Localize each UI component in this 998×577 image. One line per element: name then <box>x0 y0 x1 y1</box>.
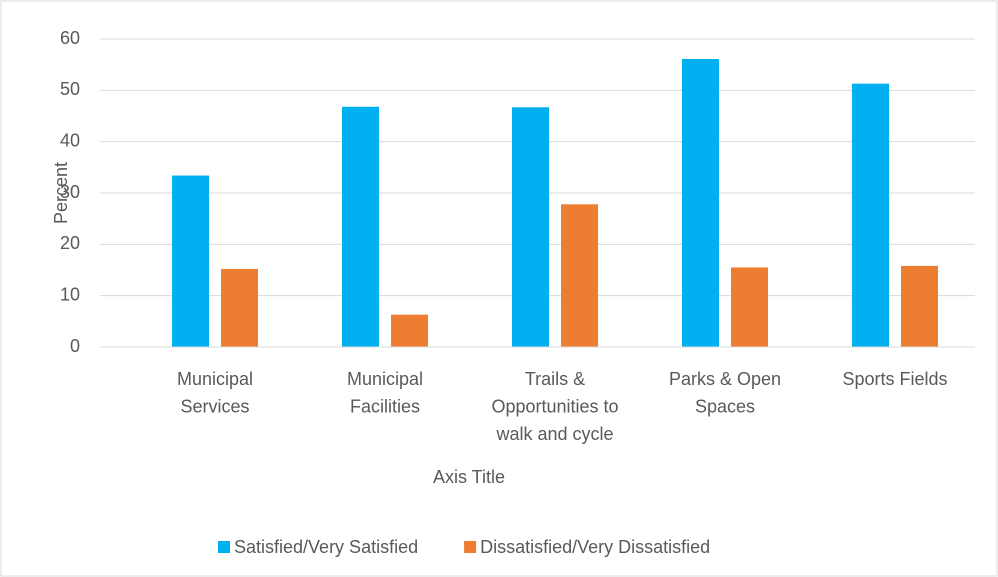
bar <box>391 314 428 347</box>
x-tick-label: Parks & Open Spaces <box>669 369 781 417</box>
x-axis-title: Axis Title <box>433 467 505 487</box>
y-tick-label: 40 <box>60 130 80 150</box>
y-tick-label: 60 <box>60 28 80 48</box>
bar <box>731 267 768 347</box>
bar <box>172 175 209 347</box>
bar <box>852 83 889 347</box>
bar <box>512 107 549 347</box>
legend-label: Dissatisfied/Very Dissatisfied <box>480 537 710 557</box>
legend-label: Satisfied/Very Satisfied <box>234 537 418 557</box>
bar <box>682 59 719 348</box>
bar <box>901 265 938 347</box>
bar <box>221 268 258 347</box>
legend-swatch <box>218 541 230 553</box>
x-tick-label: Trails & Opportunities to walk and cycle <box>491 369 618 444</box>
y-tick-label: 30 <box>60 182 80 202</box>
y-tick-label: 20 <box>60 233 80 253</box>
y-tick-label: 10 <box>60 284 80 304</box>
x-tick-label: Municipal Services <box>177 369 253 417</box>
x-tick-label: Municipal Facilities <box>347 369 423 417</box>
y-tick-label: 50 <box>60 79 80 99</box>
y-axis-title: Percent <box>51 162 71 224</box>
x-tick-label: Sports Fields <box>842 369 947 389</box>
legend-swatch <box>464 541 477 553</box>
bar <box>342 106 379 347</box>
y-tick-label: 0 <box>70 336 80 356</box>
bar <box>561 204 598 347</box>
